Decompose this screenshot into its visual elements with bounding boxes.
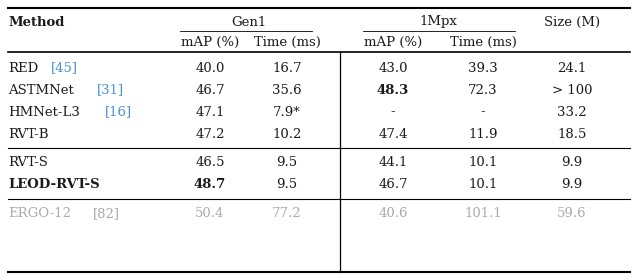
Text: -: -: [481, 106, 485, 118]
Text: 47.1: 47.1: [195, 106, 225, 118]
Text: ERGO-12: ERGO-12: [8, 207, 71, 220]
Text: LEOD-RVT-S: LEOD-RVT-S: [8, 178, 100, 191]
Text: Method: Method: [8, 15, 64, 29]
Text: mAP (%): mAP (%): [364, 36, 422, 48]
Text: RVT-S: RVT-S: [8, 156, 48, 169]
Text: [16]: [16]: [104, 106, 132, 118]
Text: [82]: [82]: [93, 207, 120, 220]
Text: 59.6: 59.6: [557, 207, 587, 220]
Text: 9.5: 9.5: [277, 156, 298, 169]
Text: 46.7: 46.7: [378, 178, 408, 191]
Text: HMNet-L3: HMNet-L3: [8, 106, 80, 118]
Text: 47.4: 47.4: [378, 127, 408, 141]
Text: 24.1: 24.1: [557, 62, 586, 74]
Text: 9.9: 9.9: [562, 156, 583, 169]
Text: 47.2: 47.2: [195, 127, 225, 141]
Text: > 100: > 100: [552, 83, 592, 97]
Text: [45]: [45]: [51, 62, 78, 74]
Text: 33.2: 33.2: [557, 106, 587, 118]
Text: ASTMNet: ASTMNet: [8, 83, 74, 97]
Text: 43.0: 43.0: [378, 62, 408, 74]
Text: 39.3: 39.3: [468, 62, 498, 74]
Text: 101.1: 101.1: [464, 207, 502, 220]
Text: 9.9: 9.9: [562, 178, 583, 191]
Text: 40.6: 40.6: [378, 207, 408, 220]
Text: 11.9: 11.9: [468, 127, 498, 141]
Text: 10.2: 10.2: [272, 127, 301, 141]
Text: Time (ms): Time (ms): [254, 36, 321, 48]
Text: RED: RED: [8, 62, 38, 74]
Text: 10.1: 10.1: [468, 156, 498, 169]
Text: Size (M): Size (M): [544, 15, 600, 29]
Text: 35.6: 35.6: [272, 83, 302, 97]
Text: 77.2: 77.2: [272, 207, 302, 220]
Text: 9.5: 9.5: [277, 178, 298, 191]
Text: 46.7: 46.7: [195, 83, 225, 97]
Text: 40.0: 40.0: [195, 62, 225, 74]
Text: -: -: [391, 106, 396, 118]
Text: 50.4: 50.4: [195, 207, 225, 220]
Text: [31]: [31]: [97, 83, 124, 97]
Text: mAP (%): mAP (%): [181, 36, 239, 48]
Text: 7.9*: 7.9*: [273, 106, 301, 118]
Text: RVT-B: RVT-B: [8, 127, 48, 141]
Text: 1Mpx: 1Mpx: [419, 15, 457, 29]
Text: 16.7: 16.7: [272, 62, 302, 74]
Text: 46.5: 46.5: [195, 156, 225, 169]
Text: Time (ms): Time (ms): [450, 36, 516, 48]
Text: 48.7: 48.7: [194, 178, 226, 191]
Text: 72.3: 72.3: [468, 83, 498, 97]
Text: 10.1: 10.1: [468, 178, 498, 191]
Text: 18.5: 18.5: [557, 127, 586, 141]
Text: 44.1: 44.1: [378, 156, 408, 169]
Text: 48.3: 48.3: [377, 83, 409, 97]
Text: Gen1: Gen1: [231, 15, 266, 29]
